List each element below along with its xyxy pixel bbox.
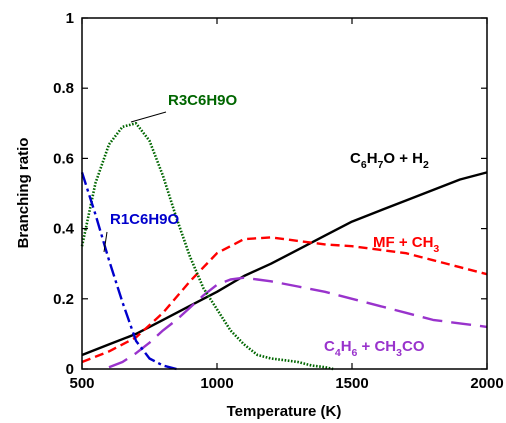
series-label-leader-3 <box>130 111 167 123</box>
series-line-4 <box>80 172 177 371</box>
x-tick-label-2: 1500 <box>335 375 368 392</box>
series-label-4: R1C6H9O <box>110 211 180 228</box>
tick-layer: 500 1000 1500 2000 0 0.2 0.4 0.6 0.8 1 <box>53 10 504 392</box>
series-label-1: MF + CH3 <box>373 234 439 255</box>
y-tick-label-3: 0.6 <box>53 150 74 167</box>
series-line-2 <box>108 276 488 369</box>
series-line-1 <box>81 236 488 364</box>
series-label-leader-4 <box>103 231 108 253</box>
series-layer <box>80 122 488 371</box>
y-tick-label-1: 0.2 <box>53 291 74 308</box>
y-tick-label-2: 0.4 <box>53 221 75 238</box>
series-label-3: R3C6H9O <box>168 92 238 109</box>
x-axis-label: Temperature (K) <box>227 403 342 420</box>
series-label-0: C6H7O + H2 <box>350 150 429 171</box>
plot-frame <box>81 17 488 370</box>
y-tick-label-0: 0 <box>66 361 74 378</box>
x-tick-label-3: 2000 <box>470 375 503 392</box>
y-axis-label: Branching ratio <box>15 138 32 249</box>
label-layer: C6H7O + H2 MF + CH3 C4H6 + CH3CO R3C6H9O R1C… <box>103 92 439 359</box>
x-tick-label-1: 1000 <box>200 375 233 392</box>
series-label-2: C4H6 + CH3CO <box>324 338 425 359</box>
y-tick-label-4: 0.8 <box>53 80 74 97</box>
series-line-3 <box>80 122 334 371</box>
y-tick-label-5: 1 <box>66 10 74 27</box>
series-line-0 <box>81 171 488 357</box>
x-tick-label-0: 500 <box>69 375 94 392</box>
